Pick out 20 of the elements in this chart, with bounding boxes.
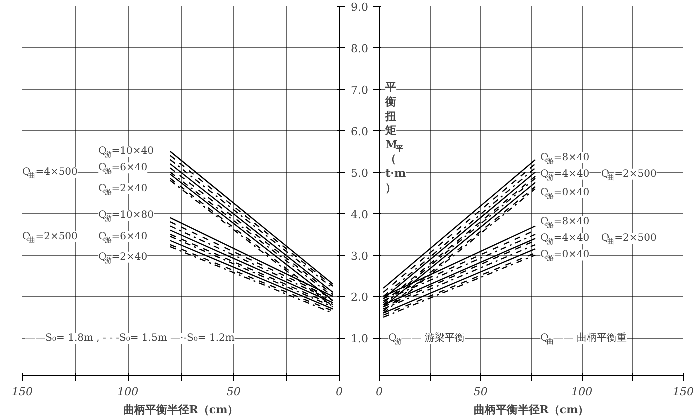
x-tick-label: 150: [673, 386, 694, 398]
x-tick-label: 150: [12, 386, 33, 398]
y-tick-label: 7.0: [351, 84, 369, 97]
y-tick-label: 4.0: [351, 208, 369, 222]
y-tick-label: 1.0: [351, 332, 369, 346]
x-tick-label: 100: [572, 386, 593, 398]
y-tick-label: 8.0: [351, 42, 369, 56]
annotation: ——S₀= 1.8m , - - -S₀= 1.5m —·-S₀= 1.2m: [26, 333, 236, 344]
x-tick-label: 100: [118, 386, 139, 398]
y-tick-label: 5.0: [351, 166, 369, 180]
x-axis-title: 曲柄平衡半径R（cm）: [474, 404, 590, 416]
y-tick-label: 9.0: [351, 1, 369, 14]
y-tick-label: 2.0: [351, 291, 369, 304]
x-tick-label: 50: [474, 386, 488, 398]
y-tick-label: 3.0: [351, 250, 369, 263]
x-tick-label: 50: [226, 386, 241, 398]
x-tick-label: 0: [336, 386, 343, 398]
x-tick-label: 0: [376, 386, 383, 398]
y-tick-label: 6.0: [351, 125, 369, 138]
x-axis-title: 曲柄平衡半径R（cm）: [123, 404, 239, 416]
